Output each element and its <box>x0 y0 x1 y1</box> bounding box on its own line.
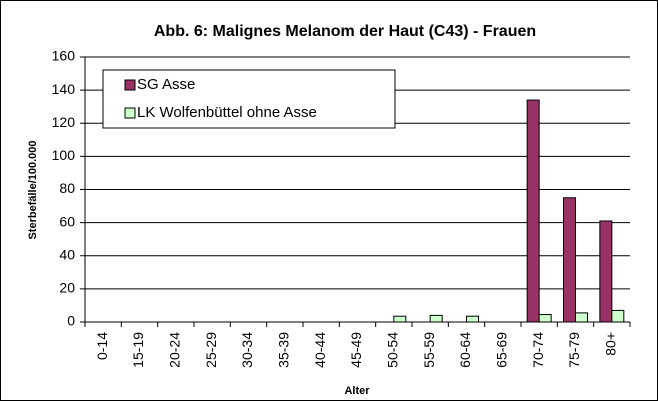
x-tick-label: 30-34 <box>239 332 255 368</box>
bar <box>563 197 577 323</box>
y-axis-label: Sterbefälle/100.000 <box>27 140 39 239</box>
x-tick-label: 65-69 <box>494 332 510 368</box>
x-tick-label: 45-49 <box>348 332 364 368</box>
bar <box>429 314 443 323</box>
x-tick-label: 25-29 <box>203 332 219 368</box>
bar <box>526 99 540 323</box>
y-tick-label: 60 <box>59 213 75 229</box>
y-tick-label: 0 <box>67 313 75 329</box>
bar <box>611 309 625 323</box>
y-tick-label: 140 <box>52 81 76 97</box>
chart-title: Abb. 6: Malignes Melanom der Haut (C43) … <box>154 23 536 40</box>
x-tick-label: 60-64 <box>457 332 473 368</box>
x-tick-label: 80+ <box>603 332 619 356</box>
x-tick-label: 35-39 <box>276 332 292 368</box>
y-tick-label: 100 <box>52 147 76 163</box>
y-tick-label: 120 <box>52 114 76 130</box>
x-tick-label: 70-74 <box>530 332 546 368</box>
bar <box>575 312 588 323</box>
legend-label: SG Asse <box>137 76 195 93</box>
legend-swatch <box>124 107 136 119</box>
x-tick-label: 0-14 <box>94 332 110 360</box>
bar <box>538 314 552 323</box>
x-tick-label: 20-24 <box>167 332 183 368</box>
bar <box>393 315 407 323</box>
legend-swatch <box>124 79 136 91</box>
x-tick-label: 50-54 <box>385 332 401 368</box>
y-tick-label: 40 <box>59 246 75 262</box>
x-tick-label: 40-44 <box>312 332 328 368</box>
bar <box>599 220 613 323</box>
legend-box <box>102 69 396 129</box>
x-tick-label: 75-79 <box>566 332 582 368</box>
y-tick-label: 80 <box>59 180 75 196</box>
y-tick-label: 20 <box>59 280 75 296</box>
bar <box>466 315 479 323</box>
y-tick-label: 160 <box>52 48 76 64</box>
x-tick-label: 55-59 <box>421 332 437 368</box>
legend-label: LK Wolfenbüttel ohne Asse <box>137 104 317 121</box>
x-tick-label: 15-19 <box>130 332 146 368</box>
x-axis-label: Alter <box>344 385 370 397</box>
